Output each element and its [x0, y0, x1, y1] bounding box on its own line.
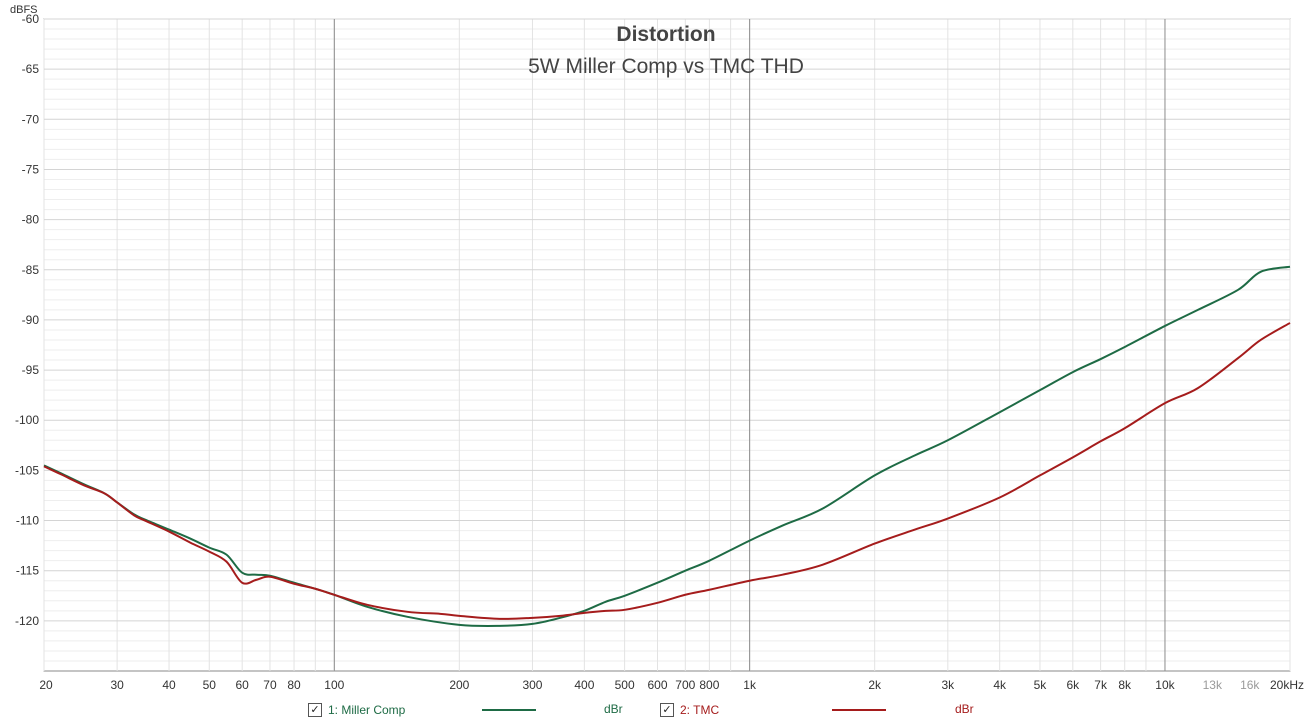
plot-area	[43, 18, 1291, 672]
x-tick-label: 3k	[941, 678, 955, 692]
x-tick-label: 60	[235, 678, 249, 692]
series-2-checkbox[interactable]: ✓	[660, 703, 674, 717]
x-tick-label: 6k	[1066, 678, 1080, 692]
x-tick-label: 400	[574, 678, 594, 692]
x-tick-label: 20	[39, 678, 53, 692]
y-tick-label: -65	[22, 62, 40, 76]
x-tick-label: 200	[449, 678, 469, 692]
y-tick-label: -75	[22, 162, 40, 176]
y-tick-label: -100	[15, 413, 39, 427]
x-tick-label: 50	[203, 678, 217, 692]
y-tick-label: -105	[15, 463, 39, 477]
legend-label: 1: Miller Comp	[328, 703, 406, 717]
distortion-chart: -60 -65 -70 -75 -80 -85 -90 -95 -100 -105 -110 -115…	[10, 4, 1304, 692]
x-tick-label: 80	[287, 678, 301, 692]
x-tick-label: 300	[522, 678, 542, 692]
x-tick-label: 13k	[1203, 678, 1223, 692]
legend-line-tmc	[832, 709, 886, 711]
x-tick-label: 5k	[1034, 678, 1048, 692]
x-tick-label: 8k	[1118, 678, 1132, 692]
x-tick-label: 700	[675, 678, 695, 692]
x-tick-label: 70	[263, 678, 277, 692]
x-tick-label: 500	[615, 678, 635, 692]
series-layer	[43, 265, 1291, 628]
x-tick-label: 30	[110, 678, 124, 692]
y-tick-label: -110	[16, 514, 39, 528]
x-tick-label: 100	[324, 678, 344, 692]
y-tick-label: -60	[22, 12, 40, 26]
y-tick-label: -85	[22, 263, 40, 277]
chart-title: Distortion	[616, 23, 715, 46]
y-tick-label: -70	[22, 112, 40, 126]
x-tick-label: 40	[162, 678, 176, 692]
y-tick-label: -120	[15, 614, 39, 628]
legend-item-miller-comp[interactable]: ✓ 1: Miller Comp	[308, 700, 405, 720]
legend-unit: dBr	[955, 702, 974, 716]
x-tick-label: 7k	[1094, 678, 1108, 692]
y-tick-label: -115	[16, 564, 39, 578]
x-tick-label: 1k	[743, 678, 757, 692]
series-line-1-miller-comp	[43, 265, 1291, 628]
x-tick-label: 4k	[993, 678, 1007, 692]
y-tick-label: -95	[22, 363, 40, 377]
legend: ✓ 1: Miller Comp dBr ✓ 2: TMC dBr	[0, 700, 1312, 722]
major-grid	[44, 18, 1290, 671]
legend-label: 2: TMC	[680, 703, 720, 717]
series-1-checkbox[interactable]: ✓	[308, 703, 322, 717]
y-axis-unit: dBFS	[10, 4, 38, 16]
series-line-2-tmc	[43, 322, 1291, 620]
y-tick-label: -90	[22, 313, 40, 327]
legend-line-miller-comp	[482, 709, 536, 711]
chart-subtitle: 5W Miller Comp vs TMC THD	[528, 55, 804, 78]
y-tick-label: -80	[22, 213, 40, 227]
x-tick-label: 600	[647, 678, 667, 692]
x-tick-label: 2k	[868, 678, 882, 692]
x-tick-label: 10k	[1155, 678, 1175, 692]
x-tick-label: 800	[699, 678, 719, 692]
legend-item-tmc[interactable]: ✓ 2: TMC	[660, 700, 719, 720]
x-tick-label: 16k	[1240, 678, 1260, 692]
x-tick-label: 20kHz	[1270, 678, 1304, 692]
axis-labels: -60 -65 -70 -75 -80 -85 -90 -95 -100 -105 -110 -115…	[15, 12, 1304, 692]
legend-unit: dBr	[604, 702, 623, 716]
